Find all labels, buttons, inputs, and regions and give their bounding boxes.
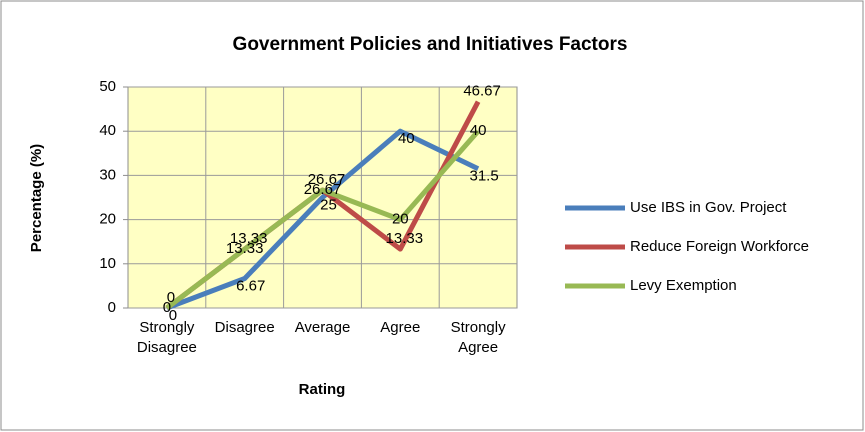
data-label: 26.67	[308, 171, 346, 188]
x-tick-label: Strongly Disagree	[137, 319, 197, 356]
data-label: 40	[398, 130, 415, 147]
chart-title: Government Policies and Initiatives Fact…	[233, 34, 628, 55]
x-tick-label: Disagree	[215, 319, 275, 336]
data-label: 13.33	[230, 230, 268, 247]
y-tick-label: 30	[99, 166, 116, 183]
data-label: 26.67	[304, 181, 342, 198]
data-label: 20	[392, 211, 409, 228]
data-label: 31.5	[469, 168, 498, 185]
data-label: 6.67	[236, 277, 265, 294]
legend-label: Levy Exemption	[630, 277, 737, 294]
data-label: 0	[163, 299, 171, 316]
y-tick-label: 20	[99, 211, 116, 228]
y-tick-label: 10	[99, 255, 116, 272]
y-axis-title: Percentage (%)	[28, 144, 45, 252]
x-axis-title: Rating	[299, 381, 346, 398]
y-tick-label: 0	[108, 299, 116, 316]
data-label: 25	[320, 196, 337, 213]
data-label: 46.67	[463, 83, 501, 100]
y-tick-label: 40	[99, 122, 116, 139]
data-label: 13.33	[386, 230, 424, 247]
data-label: 0	[167, 289, 175, 306]
legend-label: Use IBS in Gov. Project	[630, 199, 787, 216]
data-label: 13.33	[226, 240, 264, 257]
series-line	[165, 129, 480, 310]
y-tick-label: 50	[99, 78, 116, 95]
series-line	[166, 128, 480, 311]
data-label: 40	[470, 122, 487, 139]
x-tick-label: Strongly Agree	[451, 319, 507, 356]
legend-label: Reduce Foreign Workforce	[630, 238, 809, 255]
x-tick-label: Agree	[380, 319, 420, 336]
data-label: 0	[169, 307, 177, 324]
x-tick-label: Average	[295, 319, 351, 336]
